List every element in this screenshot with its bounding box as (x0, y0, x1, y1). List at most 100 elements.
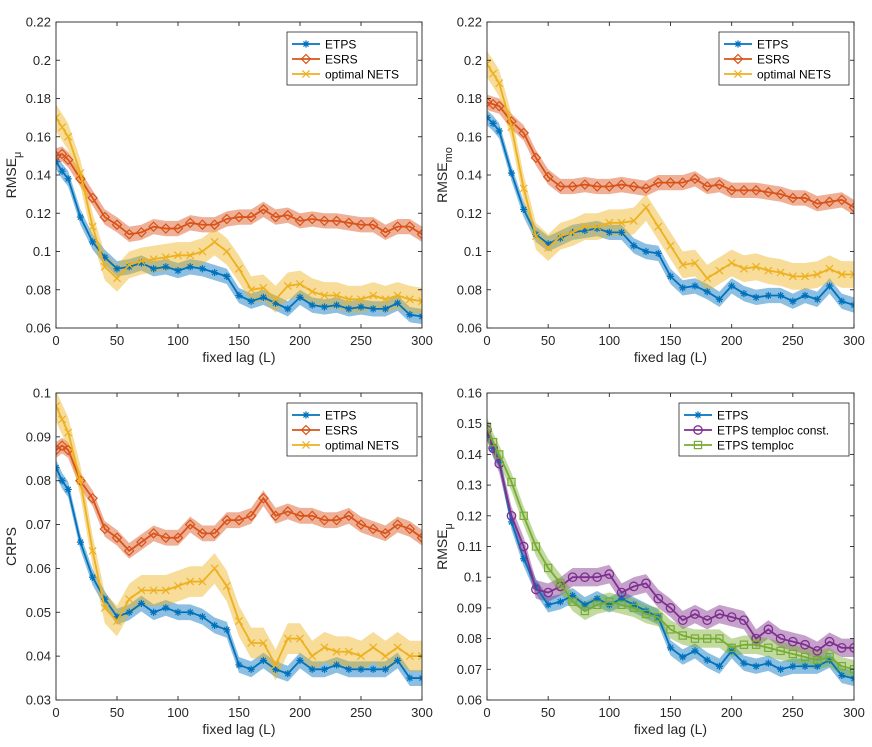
legend-label: ESRS (325, 53, 358, 67)
y-axis-label-main: CRPS (3, 527, 19, 566)
data-point (161, 586, 170, 595)
data-point (568, 228, 577, 237)
data-point (211, 621, 219, 630)
data-point (76, 213, 84, 221)
data-point (198, 613, 206, 621)
data-point (714, 179, 725, 190)
data-point (569, 592, 577, 600)
data-point (677, 177, 689, 188)
data-point (221, 514, 233, 526)
data-point (776, 646, 785, 656)
data-point (148, 527, 159, 539)
data-point (641, 578, 651, 589)
y-tick-label: 0.07 (457, 662, 482, 677)
data-point (665, 603, 676, 613)
x-tick-label: 150 (228, 333, 250, 348)
data-point (125, 595, 134, 604)
y-tick-label: 0.06 (457, 321, 482, 336)
data-point (112, 274, 122, 283)
data-point (629, 216, 638, 225)
data-point (99, 211, 111, 223)
data-point (789, 297, 797, 305)
data-point (487, 422, 492, 431)
data-point (726, 184, 738, 196)
data-point (666, 625, 675, 634)
y-tick-label: 0.14 (457, 447, 482, 462)
data-point (764, 266, 773, 275)
y-tick-label: 0.11 (458, 539, 482, 554)
data-point (197, 527, 208, 539)
data-point (739, 615, 749, 626)
data-point (838, 297, 846, 305)
data-point (556, 232, 565, 241)
data-point (628, 581, 639, 592)
data-point (652, 177, 664, 188)
data-point (824, 636, 835, 647)
data-point (137, 259, 145, 267)
x-tick-label: 100 (167, 705, 189, 720)
legend-marker (300, 53, 312, 65)
data-point (567, 181, 578, 192)
data-point (320, 643, 329, 652)
data-point (64, 428, 73, 437)
data-point (495, 79, 504, 88)
data-point (813, 295, 821, 303)
data-point (113, 613, 121, 621)
data-point (703, 288, 711, 296)
confidence-band (56, 104, 422, 315)
plot-area (56, 104, 422, 325)
data-point (603, 181, 615, 192)
legend-label: ESRS (757, 53, 790, 67)
x-tick-label: 250 (350, 705, 372, 720)
data-point (284, 670, 292, 678)
y-axis-label: RMSEμ (434, 523, 455, 570)
data-point (679, 653, 687, 661)
plot-area (56, 393, 422, 686)
data-point (367, 219, 379, 231)
data-point (801, 272, 810, 281)
data-point (813, 655, 822, 665)
y-tick-label: 0.2 (33, 53, 51, 68)
data-point (296, 293, 304, 301)
data-point (715, 662, 724, 670)
x-tick-label: 0 (483, 705, 490, 720)
data-point (543, 563, 553, 573)
data-point (542, 171, 554, 183)
legend-label: ETPS temploc (717, 439, 794, 453)
data-point (148, 221, 159, 232)
data-point (654, 222, 663, 231)
data-point (837, 270, 846, 279)
data-point (788, 649, 798, 659)
data-point (369, 305, 377, 313)
data-point (58, 123, 67, 132)
data-point (642, 247, 650, 256)
data-point (308, 665, 316, 673)
y-tick-label: 0.09 (26, 429, 51, 444)
data-point (726, 612, 737, 622)
data-point (222, 247, 231, 256)
data-point (750, 184, 762, 196)
data-point (581, 226, 589, 235)
data-point (76, 169, 85, 178)
data-point (355, 519, 367, 530)
data-point (235, 661, 243, 669)
data-point (593, 222, 602, 231)
data-point (283, 634, 292, 643)
data-point (392, 519, 403, 530)
data-point (295, 634, 305, 643)
y-tick-label: 0.06 (26, 561, 51, 576)
legend-marker (301, 69, 311, 79)
data-point (100, 603, 109, 612)
data-point (88, 546, 97, 555)
data-point (764, 643, 773, 653)
data-point (149, 586, 158, 595)
data-point (272, 665, 280, 673)
data-point (813, 662, 821, 670)
data-point (88, 222, 97, 231)
data-point (406, 311, 414, 319)
y-tick-label: 0.12 (26, 206, 51, 221)
data-point (591, 181, 603, 192)
data-point (331, 514, 342, 526)
data-point (233, 514, 245, 526)
